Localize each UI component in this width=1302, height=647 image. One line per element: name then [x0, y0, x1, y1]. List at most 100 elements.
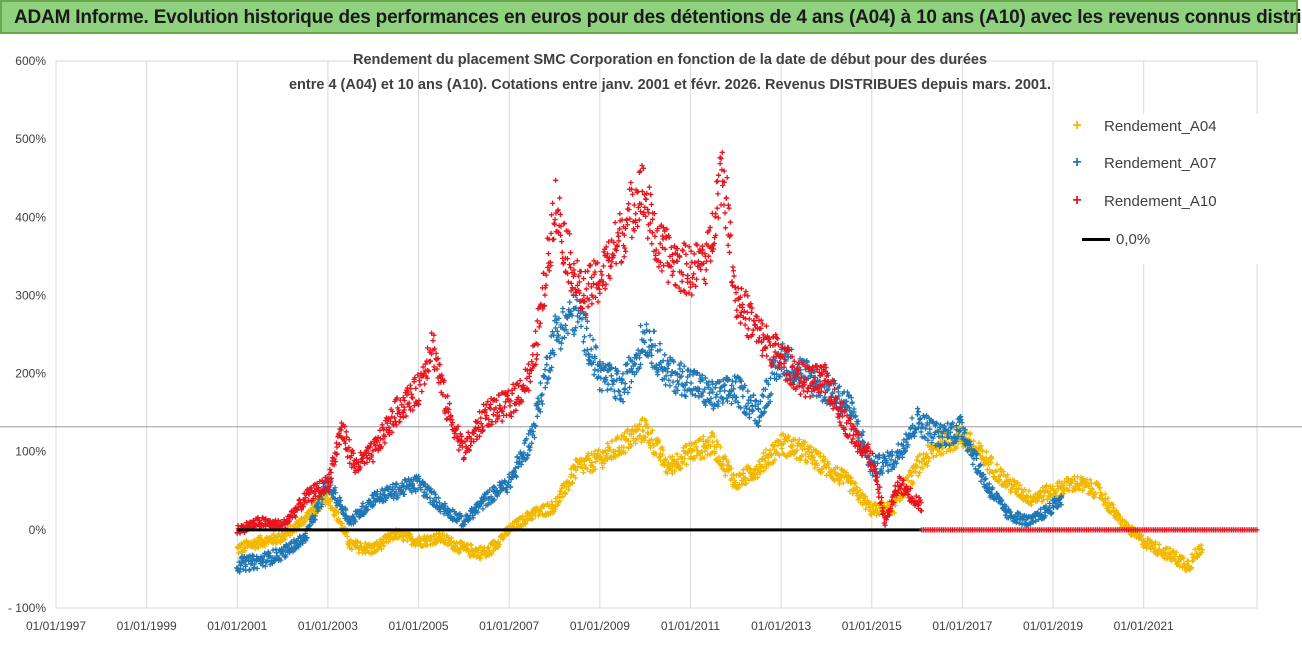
point-a10 — [474, 419, 480, 425]
point-a07 — [531, 434, 538, 441]
point-a07 — [383, 497, 389, 503]
point-a10 — [396, 407, 402, 413]
point-a07 — [457, 513, 464, 519]
point-a04 — [930, 454, 936, 460]
point-a07 — [945, 420, 951, 426]
point-a07 — [824, 400, 830, 407]
point-a04 — [759, 456, 765, 462]
point-a07 — [708, 386, 714, 392]
point-a07 — [678, 360, 684, 366]
point-a07 — [742, 382, 748, 388]
point-a10 — [649, 230, 656, 236]
point-a10 — [600, 263, 607, 269]
point-a10 — [328, 475, 334, 481]
point-a10 — [905, 491, 911, 497]
point-a04 — [1110, 502, 1116, 508]
point-a07 — [416, 473, 422, 480]
point-a07 — [967, 439, 973, 445]
point-a04 — [515, 519, 521, 525]
point-a07 — [957, 427, 963, 433]
point-a10 — [285, 519, 291, 525]
point-a07 — [772, 358, 778, 364]
point-a07 — [300, 540, 306, 546]
point-a10 — [859, 452, 866, 458]
point-a07 — [972, 448, 978, 454]
point-a07 — [877, 454, 883, 460]
point-a04 — [722, 472, 729, 479]
point-a07 — [652, 343, 658, 349]
point-a10 — [571, 267, 577, 273]
point-a07 — [240, 566, 246, 572]
point-a04 — [978, 443, 984, 449]
point-a07 — [755, 423, 762, 429]
point-a10 — [666, 234, 672, 241]
point-a07 — [712, 385, 718, 391]
point-a10 — [664, 226, 670, 232]
point-a10 — [771, 354, 777, 360]
point-a04 — [675, 456, 681, 462]
point-a10 — [286, 518, 293, 524]
point-a10 — [880, 510, 886, 516]
point-a04 — [609, 438, 615, 444]
point-a10 — [602, 286, 608, 292]
point-a07 — [560, 305, 566, 312]
point-a04 — [660, 447, 666, 453]
point-a04 — [854, 485, 860, 491]
point-a04 — [568, 466, 574, 472]
point-a10 — [639, 188, 645, 195]
point-a04 — [642, 434, 648, 440]
point-a10 — [750, 327, 756, 333]
point-a10 — [804, 388, 810, 395]
point-a10 — [657, 259, 664, 265]
point-a04 — [257, 533, 263, 539]
point-a10 — [691, 271, 697, 277]
point-a10 — [397, 419, 403, 425]
point-a10 — [466, 447, 472, 454]
point-a07 — [535, 395, 541, 401]
point-a07 — [617, 397, 623, 403]
point-a10 — [619, 217, 625, 223]
point-a07 — [573, 305, 579, 311]
point-a10 — [392, 415, 398, 421]
point-a10 — [556, 229, 562, 235]
point-a04 — [907, 468, 913, 474]
point-a10 — [552, 216, 558, 223]
point-a07 — [409, 481, 415, 487]
point-a07 — [885, 468, 891, 474]
point-a10 — [417, 382, 423, 388]
point-a07 — [972, 466, 978, 472]
point-a07 — [586, 351, 592, 357]
point-a04 — [621, 444, 627, 450]
point-a10 — [812, 387, 818, 393]
point-a04 — [478, 556, 484, 562]
point-a07 — [673, 384, 679, 390]
point-a10 — [332, 458, 339, 465]
point-a04 — [657, 451, 663, 457]
point-a10 — [518, 397, 524, 403]
point-a07 — [332, 490, 339, 496]
point-a10 — [576, 287, 582, 294]
point-a07 — [401, 491, 407, 497]
point-a10 — [253, 523, 259, 529]
point-a04 — [668, 467, 674, 473]
point-a07 — [735, 399, 741, 406]
point-a04 — [735, 485, 742, 491]
point-a04 — [1171, 548, 1177, 554]
point-a10 — [616, 226, 623, 232]
point-a10 — [599, 272, 605, 278]
point-a10 — [478, 421, 484, 427]
point-a10 — [400, 414, 406, 420]
point-a07 — [732, 398, 738, 404]
point-a10 — [660, 225, 667, 231]
point-a04 — [1008, 489, 1014, 495]
point-a07 — [946, 433, 952, 439]
point-a10 — [882, 522, 888, 528]
point-a04 — [760, 450, 767, 456]
point-a04 — [1085, 484, 1091, 490]
point-a10 — [809, 368, 815, 374]
point-a07 — [341, 510, 347, 516]
point-a07 — [488, 494, 494, 500]
point-a10 — [883, 517, 889, 523]
point-a04 — [988, 460, 994, 466]
point-a07 — [624, 361, 631, 367]
